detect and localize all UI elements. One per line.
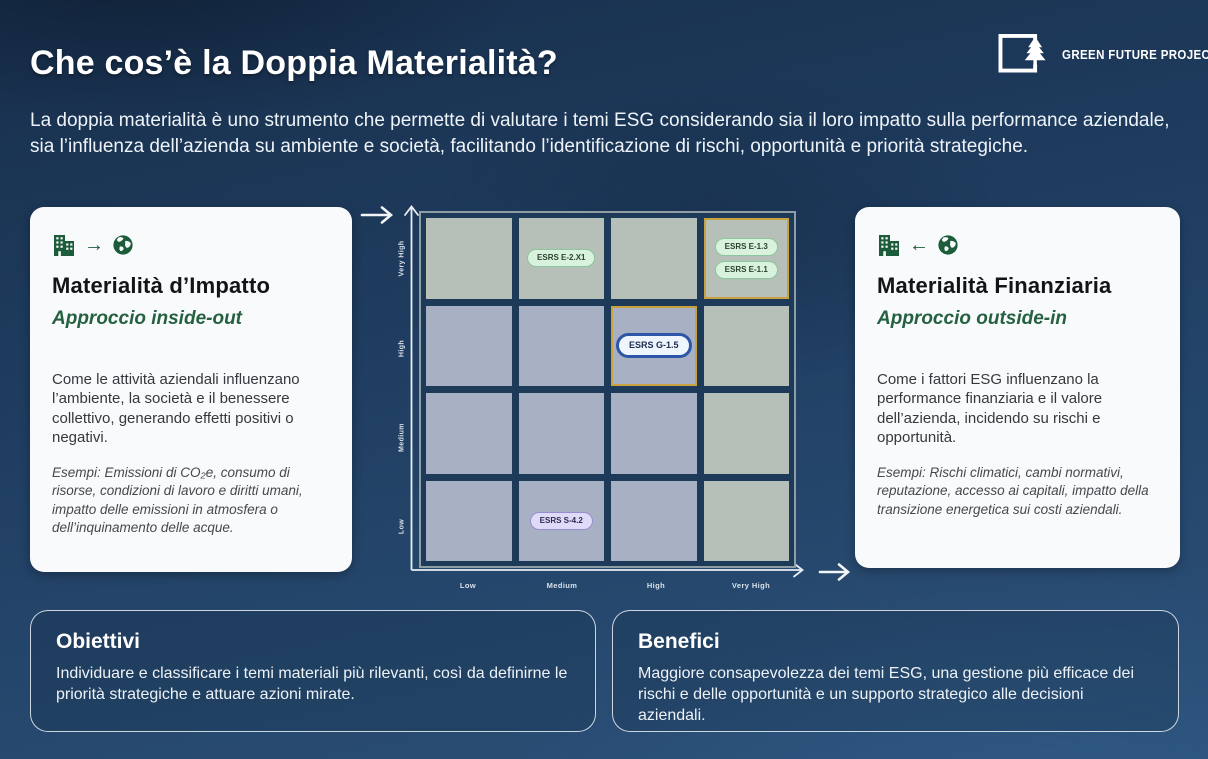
brand-logo: GREEN FUTURE PROJECT [997, 31, 1208, 79]
materiality-matrix: ESRS E-2.X1 ESRS E-1.3 ESRS E-1.1 ESRS G… [419, 211, 796, 568]
building-icon [879, 235, 899, 256]
matrix-cell-r4c4 [703, 480, 789, 561]
benefits-card: Benefici Maggiore consapevolezza dei tem… [612, 610, 1179, 732]
arrow-left-icon: ← [909, 234, 929, 256]
esrs-badge: ESRS G-1.5 [615, 333, 692, 359]
y-axis-label-very-high: Very High [398, 240, 406, 277]
matrix-cell-r2c4 [703, 305, 789, 386]
matrix-cell-r2c2 [518, 305, 604, 386]
esrs-badge: ESRS E-2.X1 [527, 249, 596, 268]
globe-icon [938, 235, 958, 255]
matrix-cell-r3c2 [518, 393, 604, 474]
impact-to-matrix-arrow [360, 206, 394, 224]
financial-card-examples: Esempi: Rischi climatici, cambi normativ… [877, 465, 1149, 517]
matrix-cell-r3c4 [703, 393, 789, 474]
financial-card-body: Come i fattori ESG influenzano la perfor… [877, 371, 1103, 447]
impact-materiality-card: → Materialità d’Impatto Approccio inside… [30, 207, 352, 572]
matrix-to-financial-arrow [818, 563, 851, 581]
financial-materiality-card: ← Materialità Finanziaria Approccio outs… [855, 207, 1180, 568]
matrix-cell-r1c4-highlighted: ESRS E-1.3 ESRS E-1.1 [703, 218, 789, 299]
y-axis-label-high: High [398, 339, 406, 358]
x-axis-label-low: Low [459, 581, 477, 590]
matrix-cell-r2c3-highlighted: ESRS G-1.5 [611, 305, 697, 386]
y-axis-label-medium: Medium [398, 423, 406, 452]
impact-card-title: Materialità d’Impatto [52, 273, 271, 298]
matrix-cell-r3c1 [426, 393, 512, 474]
esrs-badge: ESRS S-4.2 [529, 511, 593, 530]
financial-card-title: Materialità Finanziaria [877, 273, 1112, 298]
esrs-badge: ESRS E-1.3 [714, 237, 778, 256]
page-title: Che cos’è la Doppia Materialità? [30, 44, 558, 82]
intro-paragraph: La doppia materialità è uno strumento ch… [30, 110, 1170, 158]
square-pine-tree-logo-icon [998, 33, 1046, 73]
matrix-cell-r2c1 [426, 305, 512, 386]
matrix-cell-r1c2: ESRS E-2.X1 [518, 218, 604, 299]
financial-card-subtitle: Approccio outside-in [877, 308, 1067, 329]
impact-card-subtitle: Approccio inside-out [52, 308, 242, 329]
matrix-cell-r3c3 [611, 393, 697, 474]
impact-card-examples: Esempi: Emissioni di CO₂e, consumo di ri… [52, 465, 303, 535]
brand-name: GREEN FUTURE PROJECT [1062, 48, 1208, 62]
impact-direction-icons: → [52, 233, 330, 257]
benefits-title: Benefici [638, 630, 720, 653]
matrix-cell-r4c1 [426, 480, 512, 561]
globe-icon [113, 235, 133, 255]
x-axis-label-high: High [646, 581, 666, 590]
matrix-cell-r1c1 [426, 218, 512, 299]
benefits-body: Maggiore consapevolezza dei temi ESG, un… [638, 665, 1135, 725]
y-axis-label-low: Low [398, 518, 406, 535]
financial-direction-icons: ← [877, 233, 1158, 257]
impact-card-body: Come le attività aziendali influenzano l… [52, 371, 300, 447]
building-icon [54, 235, 74, 256]
objectives-card: Obiettivi Individuare e classificare i t… [30, 610, 596, 732]
matrix-cell-r4c3 [611, 480, 697, 561]
matrix-cell-r1c3 [611, 218, 697, 299]
matrix-cell-r4c2: ESRS S-4.2 [518, 480, 604, 561]
esrs-badge: ESRS E-1.1 [714, 260, 778, 279]
arrow-right-icon: → [84, 234, 104, 256]
x-axis-label-very-high: Very High [731, 581, 771, 590]
objectives-body: Individuare e classificare i temi materi… [56, 665, 568, 704]
objectives-title: Obiettivi [56, 630, 141, 653]
x-axis-label-medium: Medium [546, 581, 578, 590]
